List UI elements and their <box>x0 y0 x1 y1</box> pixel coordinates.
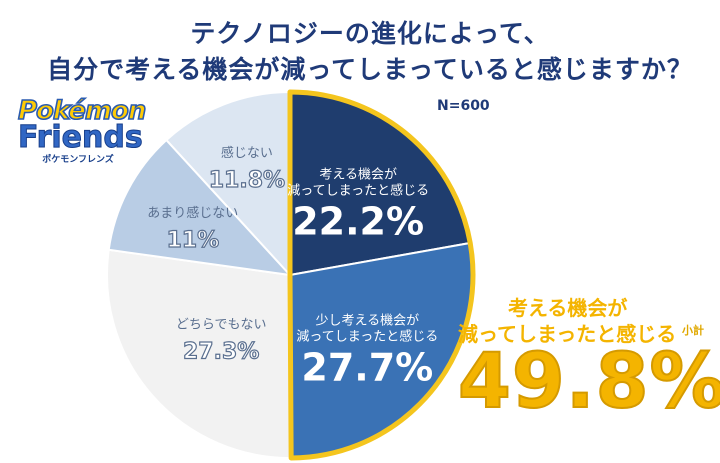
subtotal-highlight-outline <box>287 89 476 461</box>
slice-value-label: 11% <box>166 228 219 253</box>
logo-friends-text: Friends <box>18 120 144 156</box>
logo-pokemon-text: Pokémon <box>17 95 147 127</box>
chart-title-line-1: テクノロジーの進化によって、 <box>190 19 550 48</box>
subtotal-small-label: 小計 <box>682 324 704 337</box>
pie-slice <box>106 248 293 459</box>
slice-value-label: 22.2% <box>292 200 424 244</box>
subtotal-label-line-1: 考える機会が <box>508 296 628 320</box>
subtotal-label-line-2: 減ってしまったと感じる <box>458 322 677 346</box>
slice-value-label: 11.8% <box>209 168 285 193</box>
slice-category-label: 感じない <box>221 145 273 161</box>
slice-category-label: どちらでもない <box>176 317 267 332</box>
pie-slices <box>106 90 474 460</box>
chart-title-line-2: 自分で考える機会が減ってしまっていると感じますか？ <box>47 55 693 84</box>
slice-category-label: 減ってしまったと感じる <box>296 328 438 344</box>
slice-category-label: 考える機会が <box>319 168 397 183</box>
sample-size-label: N=600 <box>437 98 490 114</box>
slice-value-label: 27.3% <box>183 339 259 364</box>
slice-category-label: 減ってしまったと感じる <box>287 183 429 199</box>
pie-labels: 考える機会が減ってしまったと感じる22.2%少し考える機会が減ってしまったと感じ… <box>147 145 438 389</box>
subtotal-value: 49.8% <box>457 335 720 426</box>
pokemon-friends-logo: Pokémon Friends ポケモンフレンズ <box>17 95 147 165</box>
slice-category-label: 少し考える機会が <box>316 313 420 328</box>
pie-slice <box>107 138 293 277</box>
logo-kana-text: ポケモンフレンズ <box>42 155 114 165</box>
pie-slice <box>165 90 291 278</box>
slice-category-label: あまり感じない <box>147 205 238 221</box>
slice-value-label: 27.7% <box>301 345 433 389</box>
